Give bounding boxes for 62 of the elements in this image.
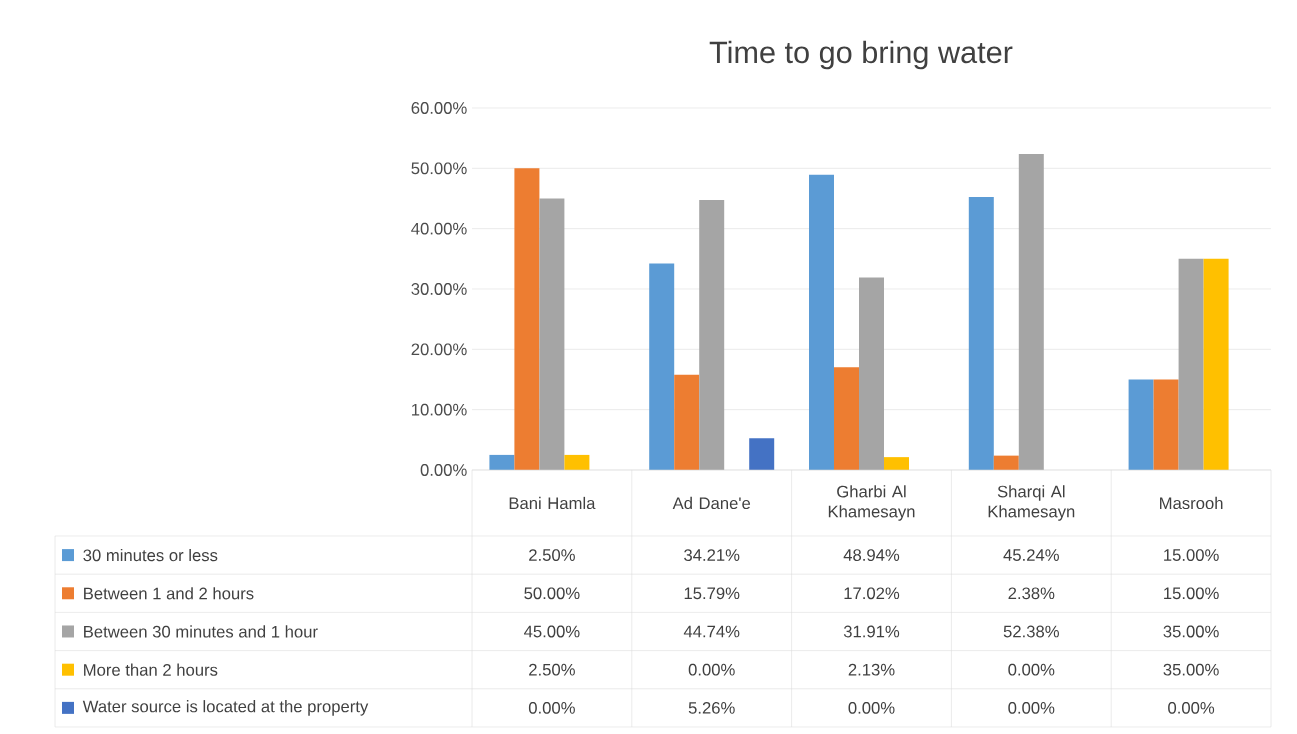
data-label: 0.00% bbox=[848, 701, 895, 714]
bar bbox=[859, 277, 884, 470]
data-label: 2.38% bbox=[1008, 587, 1055, 600]
chart-title: Time to go bring water bbox=[709, 40, 1013, 70]
x-tick-label: Ad Dane'e bbox=[672, 496, 751, 510]
legend-label: Water source is located at the property bbox=[82, 700, 369, 716]
bar bbox=[1018, 153, 1044, 470]
bar bbox=[1178, 258, 1204, 470]
bar bbox=[649, 263, 675, 470]
bar bbox=[564, 454, 590, 470]
bar bbox=[749, 438, 775, 470]
data-label: 15.00% bbox=[1164, 587, 1219, 600]
data-label: 34.21% bbox=[684, 549, 740, 561]
data-label: 48.94% bbox=[843, 549, 900, 561]
y-tick-label: 40.00% bbox=[411, 222, 467, 235]
legend-label: More than 2 hours bbox=[84, 663, 218, 676]
bar bbox=[968, 197, 994, 470]
y-tick-label: 30.00% bbox=[411, 283, 467, 295]
data-label: 44.74% bbox=[683, 625, 740, 638]
bar bbox=[1128, 379, 1154, 470]
data-label: 2.50% bbox=[529, 549, 575, 561]
bar bbox=[514, 168, 540, 470]
data-label: 0.00% bbox=[528, 701, 575, 714]
y-tick-label: 20.00% bbox=[411, 343, 467, 356]
legend-label: Between 30 minutes and 1 hour bbox=[84, 625, 318, 638]
data-label: 50.00% bbox=[524, 587, 580, 600]
bar bbox=[699, 200, 725, 470]
data-label: 2.50% bbox=[529, 663, 575, 676]
x-tick-label: Gharbi Al Khamesayn bbox=[828, 485, 915, 521]
data-label: 35.00% bbox=[1163, 625, 1219, 638]
data-label: 15.79% bbox=[684, 587, 740, 600]
bar bbox=[1203, 258, 1229, 470]
y-tick-label: 10.00% bbox=[412, 403, 467, 416]
bar bbox=[884, 457, 909, 470]
legend-label: 30 minutes or less bbox=[83, 548, 218, 562]
bar bbox=[539, 198, 565, 470]
data-label: 45.00% bbox=[524, 625, 580, 638]
data-label: 0.00% bbox=[688, 663, 735, 676]
data-label: 2.13% bbox=[848, 663, 895, 676]
legend-label: Between 1 and 2 hours bbox=[84, 587, 254, 600]
x-tick-label: Masrooh bbox=[1160, 496, 1223, 510]
data-label: 35.00% bbox=[1163, 663, 1219, 676]
y-tick-label: 0.00% bbox=[420, 464, 467, 476]
bar bbox=[1153, 379, 1179, 470]
data-label: 15.00% bbox=[1164, 549, 1219, 561]
y-tick-label: 60.00% bbox=[411, 102, 467, 114]
bar bbox=[993, 455, 1019, 470]
data-label: 31.91% bbox=[843, 625, 900, 638]
data-label: 5.26% bbox=[688, 701, 735, 714]
data-label: 17.02% bbox=[844, 587, 900, 600]
x-tick-label: Bani Hamla bbox=[509, 496, 596, 510]
bar bbox=[674, 374, 700, 470]
y-tick-label: 50.00% bbox=[411, 162, 467, 175]
bar bbox=[489, 454, 515, 470]
data-label: 45.24% bbox=[1003, 549, 1059, 561]
data-label: 0.00% bbox=[1008, 663, 1055, 676]
x-tick-label: Sharqi Al Khamesayn bbox=[988, 485, 1075, 521]
bar bbox=[809, 174, 834, 470]
bar bbox=[834, 367, 859, 470]
data-label: 52.38% bbox=[1003, 625, 1059, 638]
data-label: 0.00% bbox=[1008, 701, 1055, 714]
data-label: 0.00% bbox=[1168, 701, 1215, 714]
